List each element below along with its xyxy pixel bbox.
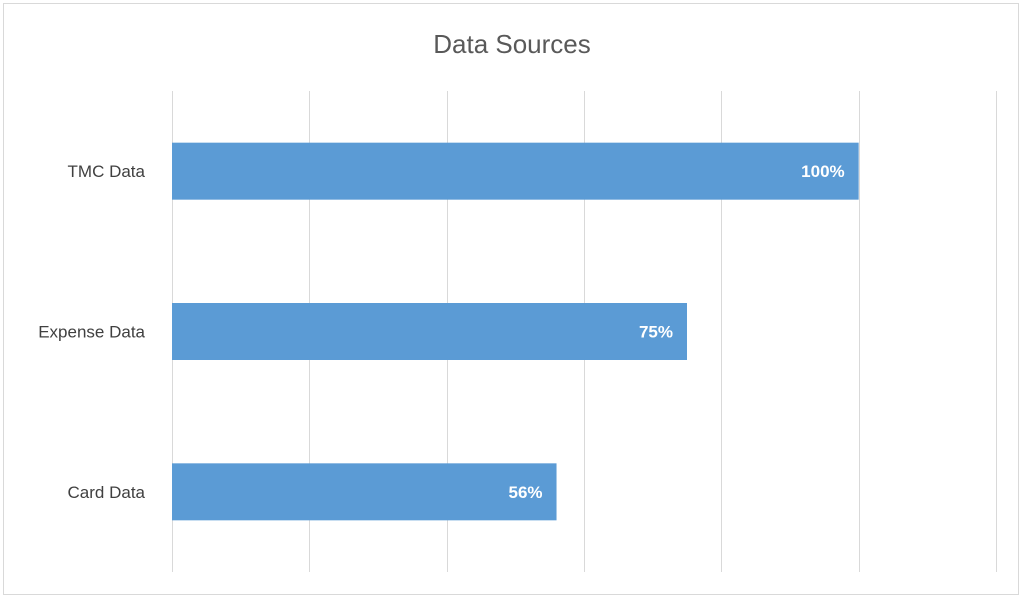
- category-labels: TMC Data Expense Data Card Data: [38, 162, 145, 502]
- category-label: Card Data: [68, 483, 146, 502]
- category-label: TMC Data: [68, 162, 146, 181]
- data-label: 100%: [801, 162, 844, 181]
- category-label: Expense Data: [38, 323, 145, 342]
- chart-title: Data Sources: [433, 29, 591, 59]
- bar-card-data: [172, 463, 557, 521]
- data-label: 75%: [639, 323, 673, 342]
- bar-expense-data: [172, 303, 687, 360]
- bars: [172, 142, 859, 521]
- bar-tmc-data: [172, 142, 859, 200]
- data-label: 56%: [509, 483, 543, 502]
- data-labels: 100% 75% 56%: [509, 162, 845, 502]
